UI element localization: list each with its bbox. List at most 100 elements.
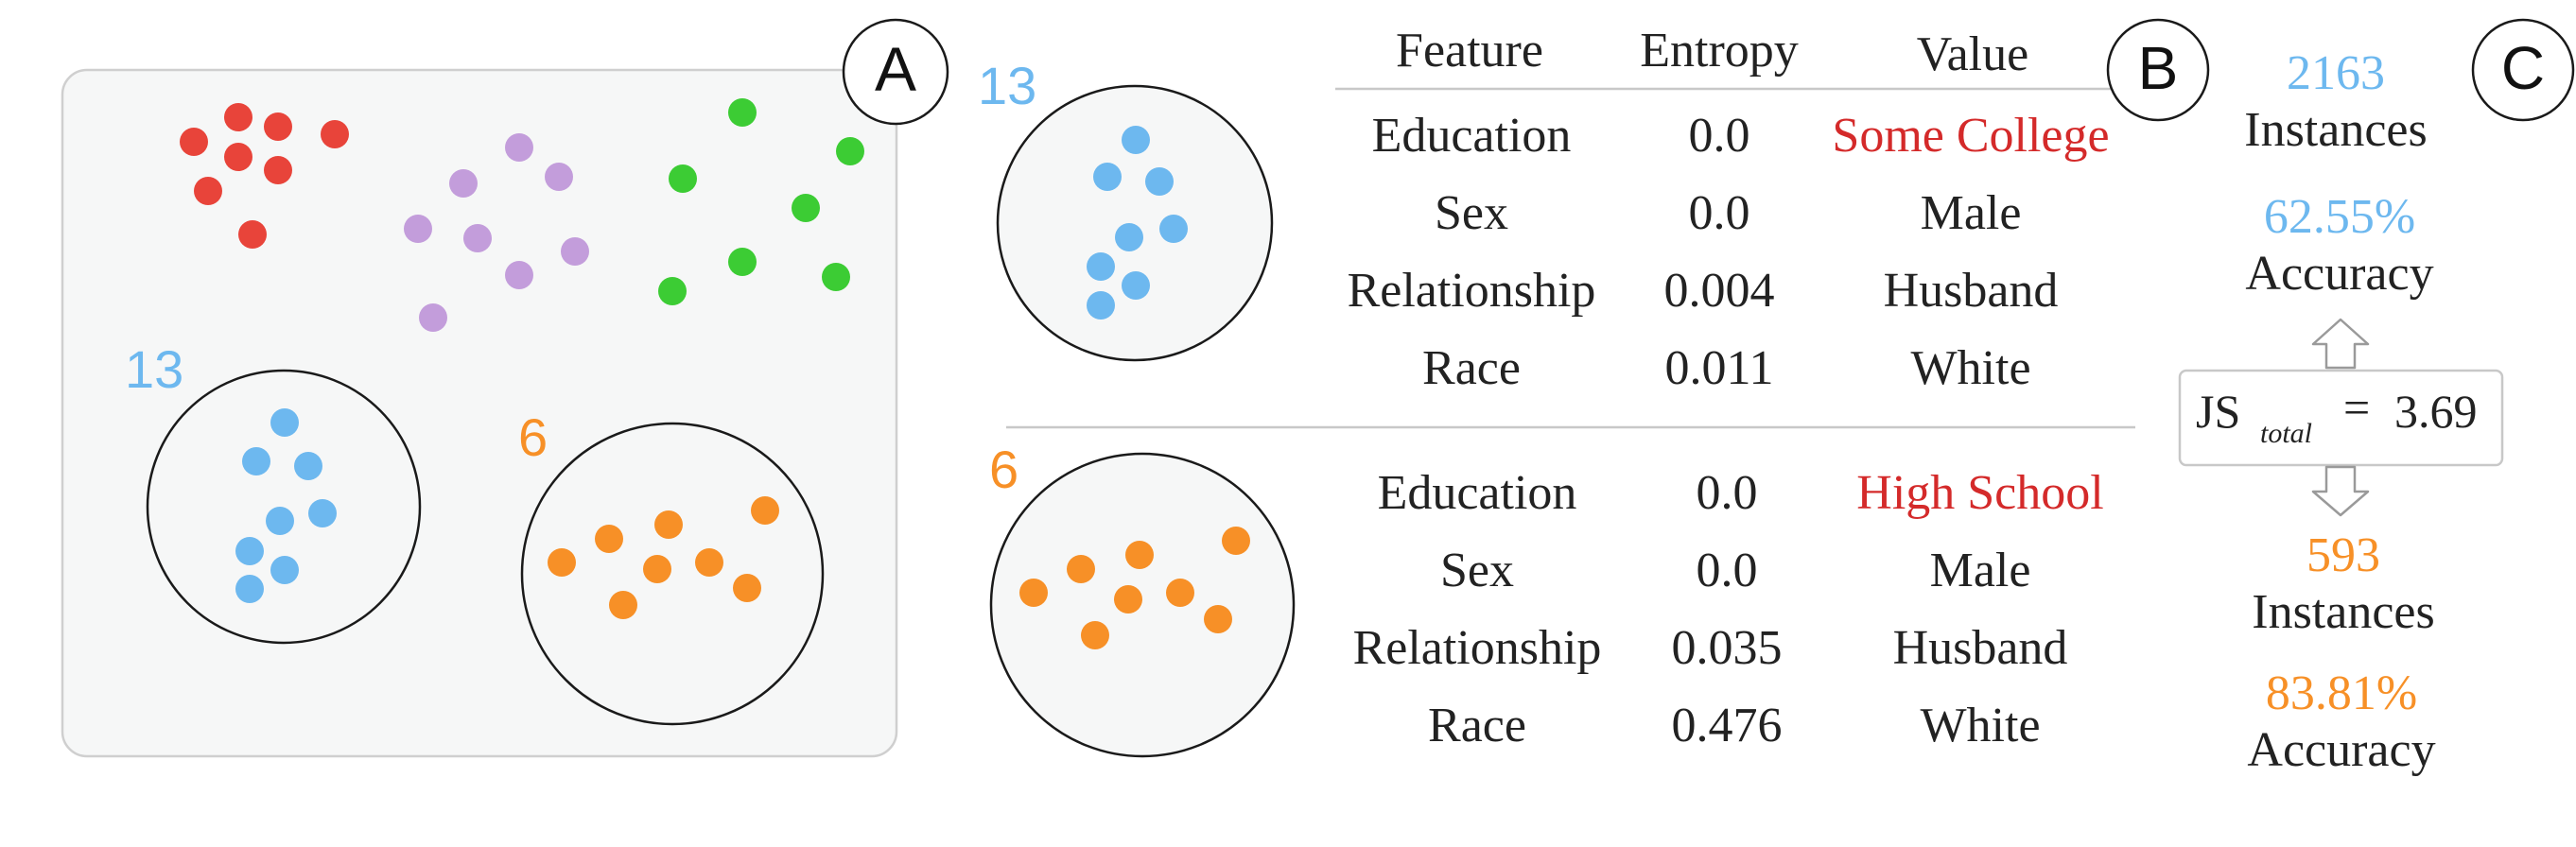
blue-point (1087, 252, 1115, 281)
panel-a-blue-cluster (235, 408, 337, 603)
red-point (264, 156, 292, 184)
orange-point (733, 574, 761, 602)
green-point (728, 98, 757, 127)
bottom-table: Education 0.0 High School Sex 0.0 Male R… (1353, 466, 2104, 752)
red-cluster (180, 103, 349, 249)
blue-point (266, 507, 294, 535)
orange-point (654, 510, 683, 539)
table-row: Education 0.0 High School (1378, 466, 2104, 520)
purple-point (463, 224, 492, 252)
red-point (264, 112, 292, 141)
green-point (822, 263, 850, 291)
table-row: Race 0.476 White (1428, 699, 2041, 752)
purple-point (561, 237, 589, 266)
feature-cell: Race (1422, 341, 1521, 395)
bottom-accuracy-label: Accuracy (2247, 723, 2435, 777)
feature-cell: Relationship (1353, 621, 1602, 675)
feature-cell: Relationship (1348, 264, 1596, 318)
js-equals: = (2343, 381, 2370, 434)
panel-a-blue-circle (146, 369, 422, 645)
panel-a: 13 6 A (61, 18, 949, 758)
panel-c-letter: C (2501, 34, 2545, 102)
feature-cell: Sex (1440, 544, 1514, 597)
orange-point (695, 548, 723, 577)
orange-point (1067, 555, 1095, 583)
table-row: Relationship 0.035 Husband (1353, 621, 2068, 675)
green-point (836, 137, 864, 165)
blue-point (1159, 215, 1188, 243)
panel-c: 2163 Instances 62.55% Accuracy JS total … (2178, 18, 2575, 777)
feature-cell: Education (1378, 466, 1577, 520)
panel-b-top-cluster (1087, 126, 1188, 320)
red-point (321, 120, 349, 148)
value-cell: Male (1921, 186, 2022, 240)
entropy-cell: 0.035 (1672, 621, 1783, 675)
js-symbol: JS (2196, 385, 2240, 438)
panel-a-badge (842, 18, 949, 126)
header-value: Value (1917, 27, 2028, 81)
bottom-instances-value: 593 (2306, 528, 2380, 582)
table-row: Sex 0.0 Male (1435, 186, 2021, 240)
panel-a-orange-circle (520, 422, 825, 726)
bottom-instances-label: Instances (2252, 585, 2434, 639)
entropy-cell: 0.0 (1689, 186, 1750, 240)
blue-point (294, 452, 322, 480)
orange-point (595, 525, 623, 553)
table-row: Sex 0.0 Male (1440, 544, 2030, 597)
purple-cluster (404, 133, 589, 332)
panel-a-blue-count: 13 (125, 339, 183, 399)
header-entropy: Entropy (1640, 24, 1799, 78)
blue-point (1122, 126, 1150, 154)
orange-point (1204, 605, 1232, 633)
value-cell-highlighted: High School (1856, 466, 2103, 520)
orange-point (1166, 579, 1194, 607)
bottom-accuracy-value: 83.81% (2266, 666, 2417, 720)
blue-point (1122, 271, 1150, 300)
feature-cell: Race (1428, 699, 1526, 752)
panel-c-badge (2471, 18, 2575, 122)
arrow-down-icon (2311, 465, 2370, 517)
panel-a-orange-count: 6 (518, 407, 548, 467)
purple-point (419, 303, 447, 332)
feature-cell: Sex (1435, 186, 1508, 240)
blue-point (235, 537, 264, 565)
js-divergence-box (2178, 369, 2504, 467)
value-cell-highlighted: Some College (1832, 109, 2109, 163)
blue-point (1145, 167, 1174, 196)
orange-point (1019, 579, 1048, 607)
orange-point (643, 555, 671, 583)
top-table: Education 0.0 Some College Sex 0.0 Male … (1348, 109, 2110, 395)
panel-b: 13 Feature Entropy Value Education 0.0 S… (978, 18, 2210, 758)
value-cell: Husband (1884, 264, 2059, 318)
entropy-cell: 0.476 (1672, 699, 1783, 752)
blue-point (1087, 291, 1115, 320)
blue-point (235, 575, 264, 603)
panel-b-top-circle (996, 84, 1274, 362)
purple-point (545, 163, 573, 191)
purple-point (505, 261, 533, 289)
entropy-cell: 0.0 (1697, 466, 1758, 520)
green-point (669, 164, 697, 193)
orange-point (1222, 527, 1250, 555)
panel-b-bottom-cluster (1019, 527, 1250, 649)
green-point (792, 194, 820, 222)
purple-point (449, 169, 478, 198)
value-cell: Male (1930, 544, 2031, 597)
top-instances-value: 2163 (2287, 46, 2385, 100)
purple-point (404, 215, 432, 243)
value-cell: Husband (1893, 621, 2068, 675)
entropy-cell: 0.0 (1697, 544, 1758, 597)
panel-b-badge (2106, 18, 2210, 122)
top-accuracy-value: 62.55% (2264, 190, 2415, 244)
orange-point (609, 591, 637, 619)
table-row: Relationship 0.004 Husband (1348, 264, 2059, 318)
blue-point (242, 447, 270, 475)
entropy-cell: 0.011 (1664, 341, 1773, 395)
value-cell: White (1910, 341, 2030, 395)
blue-point (270, 408, 299, 437)
table-row: Education 0.0 Some College (1372, 109, 2110, 163)
value-cell: White (1920, 699, 2040, 752)
green-cluster (658, 98, 864, 305)
blue-point (308, 499, 337, 527)
orange-point (1114, 585, 1142, 614)
